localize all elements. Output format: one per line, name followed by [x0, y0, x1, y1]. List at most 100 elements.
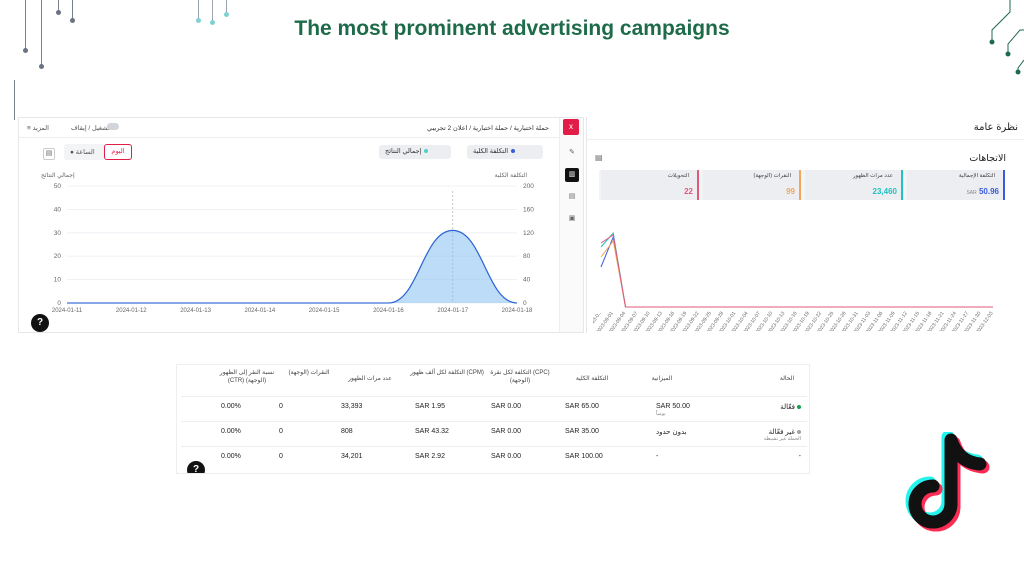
col-clicks[interactable]: النقرات (الوجهة) [288, 370, 330, 376]
day-option[interactable]: اليوم [104, 144, 132, 160]
table-header: الحالة الميزانية التكلفة الكلية التكلفة … [177, 365, 809, 396]
cpc-cell: SAR 0.00 [491, 403, 521, 410]
toggle-label: تشغيل / إيقاف [71, 125, 110, 132]
col-cpc[interactable]: التكلفة لكل نقرة (CPC) (الوجهة) [490, 370, 550, 384]
kpi-conversions[interactable]: التحويلات 22 [601, 170, 699, 200]
impressions-cell: 808 [341, 428, 353, 435]
ctr-cell: 0.00% [221, 428, 241, 435]
export-icon[interactable]: ▤ [595, 153, 603, 162]
y-tick-label-right: 160 [523, 206, 534, 213]
overview-title: نظرة عامة [973, 122, 1018, 133]
x-tick-label: 2024-01-12 [116, 308, 147, 314]
cpm-cell: SAR 2.92 [415, 453, 445, 460]
cpc-cell: SAR 0.00 [491, 428, 521, 435]
clicks-cell: 0 [279, 428, 283, 435]
campaigns-table: الحالة الميزانية التكلفة الكلية التكلفة … [176, 364, 810, 474]
budget-cell: - [656, 453, 659, 460]
chart-icon[interactable]: ▥ [565, 168, 579, 182]
breadcrumb[interactable]: حملة اختبارية / حملة اختبارية / اعلان 2 … [427, 125, 549, 132]
budget-sub: يومياً [656, 411, 666, 417]
series-line-cost [67, 229, 518, 304]
total-cost-cell: SAR 100.00 [565, 453, 603, 460]
tiktok-logo [905, 432, 990, 532]
impressions-cell: 33,393 [341, 403, 363, 410]
kpi-impressions[interactable]: عدد مرات الظهور 23,460 [805, 170, 903, 200]
help-button[interactable]: ? [187, 461, 205, 473]
ad-performance-chart: إجمالي النتائج التكلفة الكلية 0 10 20 30 40 50 0… [41, 172, 534, 314]
trends-title: الاتجاهات [969, 153, 1006, 164]
close-button[interactable]: x [563, 119, 579, 135]
series-line-2 [600, 239, 993, 308]
status-sub: الحملة غير نشيطة [763, 436, 801, 442]
y-tick-label: 0 [57, 300, 61, 307]
status-dot-icon [797, 430, 801, 435]
hour-option[interactable]: ● الساعة [70, 149, 95, 156]
x-tick-label: 2024-01-11 [52, 308, 83, 314]
metric-select-results[interactable]: إجمالي النتائج [379, 145, 451, 159]
x-tick-label: 2024-01-15 [309, 308, 340, 314]
divider [587, 139, 1024, 140]
col-impressions[interactable]: عدد مرات الظهور [348, 376, 392, 382]
y-axis-label-right: التكلفة الكلية [495, 172, 528, 179]
x-tick-label: 2024-01-18 [502, 308, 533, 314]
side-rail: x ✎ ▥ ▤ ▣ [559, 118, 583, 332]
y-tick-label-right: 120 [523, 230, 534, 237]
col-ctr[interactable]: نسبة النقر إلى الظهور (CTR) (الوجهة) [219, 370, 275, 384]
more-menu-button[interactable]: ≡ المزيد [27, 125, 49, 132]
status-cell: - [798, 453, 801, 460]
y-tick-label: 40 [54, 206, 62, 213]
edit-icon[interactable]: ✎ [569, 149, 575, 156]
cpm-cell: SAR 43.32 [415, 428, 449, 435]
total-cost-cell: SAR 65.00 [565, 403, 599, 410]
total-cost-cell: SAR 35.00 [565, 428, 599, 435]
y-tick-label-right: 40 [523, 277, 531, 284]
col-budget[interactable]: الميزانية [651, 376, 673, 382]
status-dot-icon [797, 405, 801, 410]
y-tick-label: 20 [54, 253, 62, 260]
col-total-cost[interactable]: التكلفة الكلية [575, 376, 609, 382]
y-tick-label-right: 200 [523, 183, 534, 190]
y-tick-label: 50 [54, 183, 62, 190]
impressions-cell: 34,201 [341, 453, 363, 460]
y-tick-label-right: 0 [523, 300, 527, 307]
on-off-toggle[interactable] [107, 123, 119, 130]
metric-select-cost[interactable]: التكلفة الكلية [467, 145, 543, 159]
col-status[interactable]: الحالة [779, 376, 795, 382]
series-line-1 [600, 231, 993, 308]
time-granularity-toggle[interactable]: ● الساعة اليوم [64, 144, 132, 160]
x-tick-label: 2024-01-16 [373, 308, 404, 314]
table-row[interactable]: فعّالة SAR 50.00 يومياً SAR 65.00 SAR 0.… [181, 396, 807, 421]
help-button[interactable]: ? [31, 314, 49, 332]
ctr-cell: 0.00% [221, 403, 241, 410]
x-tick-label: 2023-0.. [593, 311, 603, 329]
series-line-0 [600, 235, 993, 308]
y-axis-label-left: إجمالي النتائج [41, 172, 75, 179]
slide-title: The most prominent advertising campaigns [294, 17, 730, 40]
budget-cell: SAR 50.00 [656, 403, 690, 410]
y-tick-label-right: 80 [523, 253, 531, 260]
status-cell: فعّالة [780, 403, 801, 411]
trends-chart: 2023-0..2023-09-012023-09-042023-09-0720… [593, 231, 995, 331]
cpc-cell: SAR 0.00 [491, 453, 521, 460]
y-tick-label: 10 [54, 277, 62, 284]
divider [19, 137, 559, 138]
x-tick-label: 2024-01-17 [437, 308, 468, 314]
kpi-total-cost[interactable]: التكلفة الإجمالية SAR 50.96 [907, 170, 1005, 200]
clicks-cell: 0 [279, 403, 283, 410]
ad-breadcrumb-bar: ≡ المزيد تشغيل / إيقاف حملة اختبارية / ح… [19, 121, 559, 135]
export-icon[interactable]: ▤ [43, 148, 55, 160]
kpi-clicks[interactable]: النقرات (الوجهة) 99 [703, 170, 801, 200]
table-row-total: - - SAR 100.00 SAR 0.00 SAR 2.92 34,201 … [181, 446, 807, 471]
clicks-cell: 0 [279, 453, 283, 460]
image-icon[interactable]: ▣ [568, 215, 576, 222]
results-dot-icon [424, 149, 429, 154]
x-tick-label: 2024-01-13 [180, 308, 211, 314]
cpm-cell: SAR 1.95 [415, 403, 445, 410]
col-cpm[interactable]: التكلفة لكل ألف ظهور (CPM) [410, 370, 484, 376]
document-icon[interactable]: ▤ [568, 193, 576, 200]
budget-cell: بدون حدود [656, 429, 687, 436]
table-row[interactable]: غير فعّالة الحملة غير نشيطة بدون حدود SA… [181, 421, 807, 446]
overview-panel: نظرة عامة الاتجاهات ▤ التكلفة الإجمالية … [586, 117, 1024, 333]
kpi-cards: التكلفة الإجمالية SAR 50.96 عدد مرات الظ… [599, 170, 1005, 200]
